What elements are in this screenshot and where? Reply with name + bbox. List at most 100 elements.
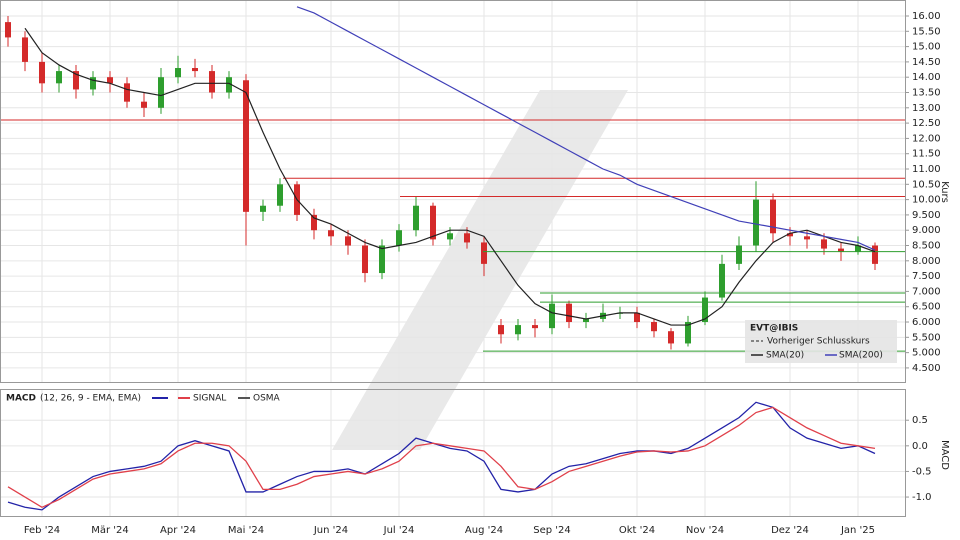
x-tick-label: Mai '24 bbox=[228, 525, 264, 536]
candle-body bbox=[736, 245, 742, 264]
candle-body bbox=[175, 68, 181, 78]
candle-body bbox=[804, 236, 810, 240]
candle-body bbox=[498, 325, 504, 335]
candle-body bbox=[685, 322, 691, 344]
y-tick-label: 10.50 bbox=[912, 179, 941, 190]
y-tick-label: 6.000 bbox=[912, 317, 941, 328]
candle-body bbox=[39, 61, 45, 84]
candle-body bbox=[430, 205, 436, 240]
y-tick-label: 8.000 bbox=[912, 256, 941, 267]
macd-title: MACD bbox=[6, 394, 36, 404]
candle-body bbox=[566, 303, 572, 323]
candle-body bbox=[396, 230, 402, 246]
candle-body bbox=[702, 297, 708, 323]
price-frame bbox=[0, 0, 906, 383]
x-tick-label: Feb '24 bbox=[24, 525, 60, 536]
y-tick-label: 0.0 bbox=[912, 441, 928, 452]
candle-body bbox=[141, 101, 147, 108]
candle-body bbox=[515, 325, 521, 335]
legend-entry: SIGNAL bbox=[193, 394, 226, 404]
candle-body bbox=[838, 248, 844, 252]
candle-body bbox=[345, 236, 351, 246]
candle-body bbox=[362, 245, 368, 274]
candle-body bbox=[481, 242, 487, 264]
y-tick-label: 13.50 bbox=[912, 88, 941, 99]
line-series bbox=[296, 6, 876, 251]
x-tick-label: Okt '24 bbox=[619, 525, 655, 536]
candle-body bbox=[22, 37, 28, 62]
legend-box bbox=[745, 320, 897, 363]
y-tick-label: 7.000 bbox=[912, 286, 941, 297]
candle-body bbox=[532, 325, 538, 329]
candle-body bbox=[787, 233, 793, 237]
y-tick-label: 7.500 bbox=[912, 271, 941, 282]
legend-entry: SMA(200) bbox=[839, 351, 883, 361]
y-tick-label: 11.00 bbox=[912, 164, 941, 175]
candle-body bbox=[464, 233, 470, 243]
y-tick-label: 16.00 bbox=[912, 11, 941, 22]
y-tick-label: 13.00 bbox=[912, 103, 941, 114]
candle-body bbox=[73, 71, 79, 90]
candle-body bbox=[158, 77, 164, 108]
y-tick-label: -1.0 bbox=[912, 492, 932, 503]
macd-subtitle: (12, 26, 9 - EMA, EMA) bbox=[40, 394, 141, 404]
candle-body bbox=[311, 214, 317, 231]
candle-body bbox=[379, 245, 385, 274]
y-tick-label: 14.50 bbox=[912, 57, 941, 68]
y-tick-label: 15.00 bbox=[912, 42, 941, 53]
y-tick-label: 14.00 bbox=[912, 72, 941, 83]
legend-entry: SMA(20) bbox=[766, 351, 804, 361]
candle-body bbox=[583, 318, 589, 323]
x-tick-label: Dez '24 bbox=[771, 525, 809, 536]
line-series bbox=[7, 401, 876, 511]
y-tick-label: 12.50 bbox=[912, 118, 941, 129]
candle-body bbox=[192, 68, 198, 72]
y-tick-label: 10.00 bbox=[912, 195, 941, 206]
x-tick-label: Jan '25 bbox=[840, 525, 875, 536]
candle-body bbox=[549, 303, 555, 329]
candle-body bbox=[124, 83, 130, 102]
x-tick-label: Jul '24 bbox=[383, 525, 415, 536]
candle-body bbox=[651, 322, 657, 332]
x-tick-label: Sep '24 bbox=[533, 525, 571, 536]
candle-body bbox=[770, 199, 776, 234]
macd-frame bbox=[0, 389, 906, 517]
candle-body bbox=[209, 71, 215, 93]
candle-body bbox=[243, 80, 249, 212]
legend-title: EVT@IBIS bbox=[750, 324, 798, 334]
candle-body bbox=[413, 205, 419, 231]
x-tick-label: Aug '24 bbox=[465, 525, 503, 536]
candle-body bbox=[821, 239, 827, 249]
candle-body bbox=[277, 184, 283, 206]
legend-entry: Vorheriger Schlusskurs bbox=[767, 337, 870, 347]
candle-body bbox=[328, 230, 334, 237]
watermark bbox=[332, 90, 628, 450]
x-tick-label: Mär '24 bbox=[91, 525, 129, 536]
candle-body bbox=[719, 263, 725, 298]
candle-body bbox=[260, 205, 266, 212]
y-tick-label: 15.50 bbox=[912, 26, 941, 37]
y-tick-label: 4.500 bbox=[912, 363, 941, 374]
candle-body bbox=[107, 77, 113, 84]
line-series bbox=[24, 27, 876, 326]
y-tick-label: 8.500 bbox=[912, 241, 941, 252]
candle-body bbox=[447, 233, 453, 240]
x-tick-label: Apr '24 bbox=[160, 525, 196, 536]
candle-body bbox=[668, 331, 674, 344]
legend-entry: OSMA bbox=[253, 394, 281, 404]
x-tick-label: Nov '24 bbox=[686, 525, 724, 536]
y-tick-label: 5.000 bbox=[912, 348, 941, 359]
candle-body bbox=[226, 77, 232, 93]
y-tick-label: 0.5 bbox=[912, 415, 928, 426]
candle-body bbox=[855, 245, 861, 252]
candle-body bbox=[753, 199, 759, 246]
y-tick-label: 12.00 bbox=[912, 133, 941, 144]
y-tick-label: 9.500 bbox=[912, 210, 941, 221]
candle-body bbox=[634, 312, 640, 323]
x-tick-label: Jun '24 bbox=[313, 525, 348, 536]
y-tick-label: -0.5 bbox=[912, 466, 932, 477]
candle-body bbox=[5, 22, 11, 38]
candle-body bbox=[90, 77, 96, 90]
line-series bbox=[7, 406, 876, 509]
